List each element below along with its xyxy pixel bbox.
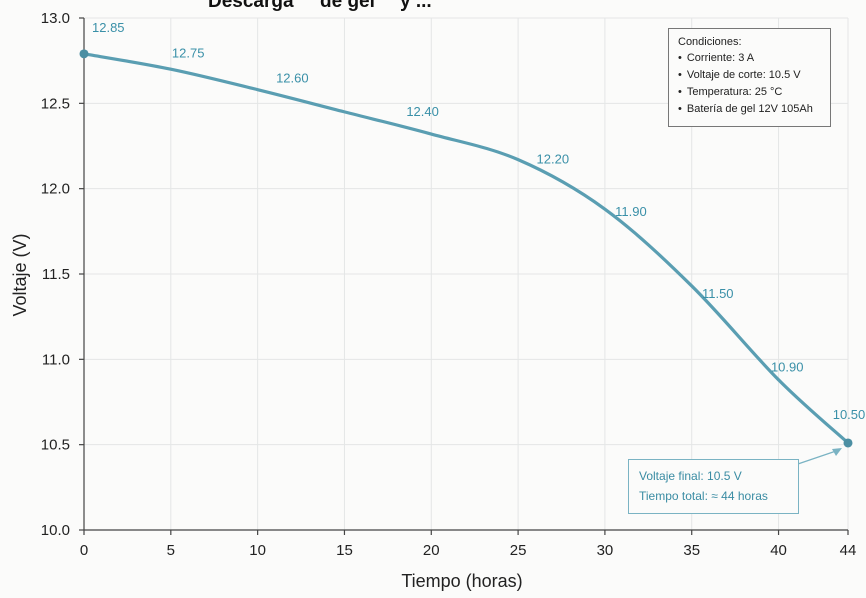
y-tick-label: 11.0 <box>42 351 70 368</box>
legend-list: Corriente: 3 A Voltaje de corte: 10.5 V … <box>678 52 821 115</box>
x-tick-label: 25 <box>510 542 527 559</box>
data-label: 11.50 <box>702 286 734 301</box>
axes <box>79 17 849 535</box>
final-voltage-annotation: Voltaje final: 10.5 V Tiempo total: ≈ 44… <box>628 459 799 514</box>
x-tick-label: 5 <box>167 542 175 559</box>
annotation-arrowhead <box>832 448 842 456</box>
end-markers <box>79 49 853 448</box>
tick-labels: 10.0 10.5 11.0 11.5 12.0 12.5 13.0 0 5 10 15 20 25 30… <box>41 10 857 559</box>
data-label: 10.90 <box>771 360 804 375</box>
legend-item: Temperatura: 25 °C <box>678 86 821 98</box>
x-tick-label: 40 <box>770 542 787 559</box>
legend-title: Condiciones: <box>678 36 742 48</box>
data-label: 12.40 <box>406 104 439 119</box>
data-label: 12.20 <box>537 151 570 166</box>
data-label: 12.85 <box>92 20 125 35</box>
x-tick-label: 30 <box>597 542 614 559</box>
x-tick-label: 15 <box>336 542 353 559</box>
x-tick-label: 0 <box>80 542 88 559</box>
data-labels: 12.85 12.75 12.60 12.40 12.20 11.90 11.50 10.90… <box>92 20 865 422</box>
endpoint-marker <box>843 438 853 448</box>
x-tick-label: 20 <box>423 542 440 559</box>
y-tick-label: 12.5 <box>41 95 70 112</box>
y-tick-label: 10.5 <box>41 437 70 454</box>
conditions-legend: Condiciones: Corriente: 3 A Voltaje de c… <box>668 28 831 127</box>
voltage-curve <box>82 52 850 445</box>
legend-item: Batería de gel 12V 105Ah <box>678 103 821 115</box>
y-tick-label: 12.0 <box>41 181 70 198</box>
x-tick-label: 44 <box>840 542 857 559</box>
total-time-line: Tiempo total: ≈ 44 horas <box>639 489 768 503</box>
y-tick-label: 10.0 <box>41 522 70 539</box>
legend-item: Voltaje de corte: 10.5 V <box>678 69 821 81</box>
data-label: 12.60 <box>276 71 309 86</box>
y-axis-title: Voltaje (V) <box>10 233 30 316</box>
annotation-arrow <box>791 449 840 467</box>
endpoint-marker <box>79 49 89 59</box>
data-label: 10.50 <box>833 407 866 422</box>
x-tick-label: 10 <box>249 542 266 559</box>
y-tick-label: 13.0 <box>41 10 70 27</box>
chart-title-fragment: Descarga de gel y ... <box>208 0 432 12</box>
svg-text:de gel: de gel <box>320 0 375 12</box>
x-tick-label: 35 <box>683 542 700 559</box>
svg-text:Descarga: Descarga <box>208 0 294 12</box>
final-voltage-line: Voltaje final: 10.5 V <box>639 469 742 483</box>
data-label: 11.90 <box>615 204 647 219</box>
svg-text:y ...: y ... <box>400 0 432 12</box>
legend-item: Corriente: 3 A <box>678 52 821 64</box>
y-tick-label: 11.5 <box>42 266 70 283</box>
grid <box>84 17 849 530</box>
data-label: 12.75 <box>172 45 205 60</box>
x-axis-title: Tiempo (horas) <box>401 571 522 591</box>
